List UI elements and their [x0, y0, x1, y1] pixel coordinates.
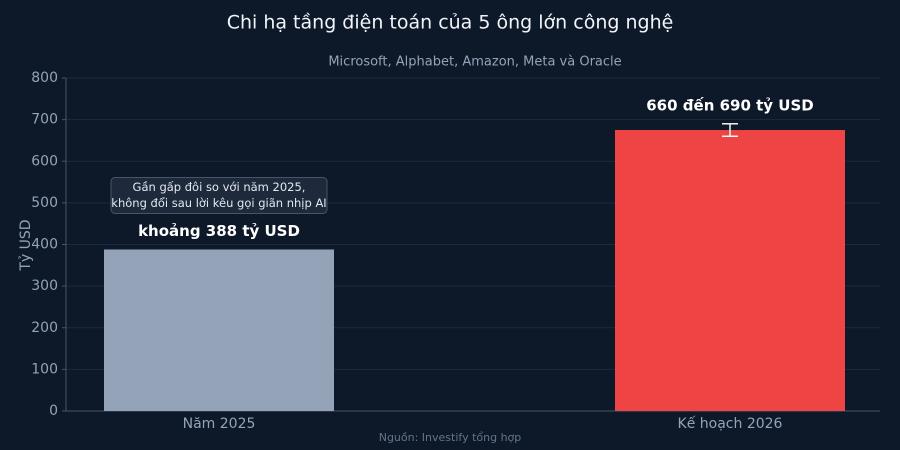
chart-title: Chi hạ tầng điện toán của 5 ông lớn công…: [227, 12, 674, 34]
bar: [615, 130, 845, 411]
y-tick-label: 800: [31, 70, 58, 86]
x-tick-label: Năm 2025: [183, 416, 256, 432]
y-axis-label: Tỷ USD: [18, 219, 34, 271]
y-tick-label: 100: [31, 361, 58, 377]
y-tick-label: 700: [31, 112, 58, 128]
y-tick-label: 300: [31, 278, 58, 294]
y-tick-label: 400: [31, 237, 58, 253]
value-label: khoảng 388 tỷ USD: [138, 222, 300, 240]
y-tick-label: 500: [31, 195, 58, 211]
y-tick-label: 600: [31, 153, 58, 169]
value-label: 660 đến 690 tỷ USD: [646, 95, 813, 114]
y-tick-label: 200: [31, 320, 58, 336]
annotation-box: [110, 176, 328, 214]
annotation-text: Gần gấp đôi so với năm 2025,: [133, 180, 306, 194]
x-tick-label: Kế hoạch 2026: [678, 415, 783, 432]
bar: [104, 249, 334, 411]
y-tick-label: 0: [49, 403, 58, 419]
chart-subtitle: Microsoft, Alphabet, Amazon, Meta và Ora…: [328, 55, 621, 70]
annotation-text: không đổi sau lời kêu gọi giãn nhịp AI: [111, 196, 326, 210]
source-note: Nguồn: Investify tổng hợp: [379, 431, 522, 444]
